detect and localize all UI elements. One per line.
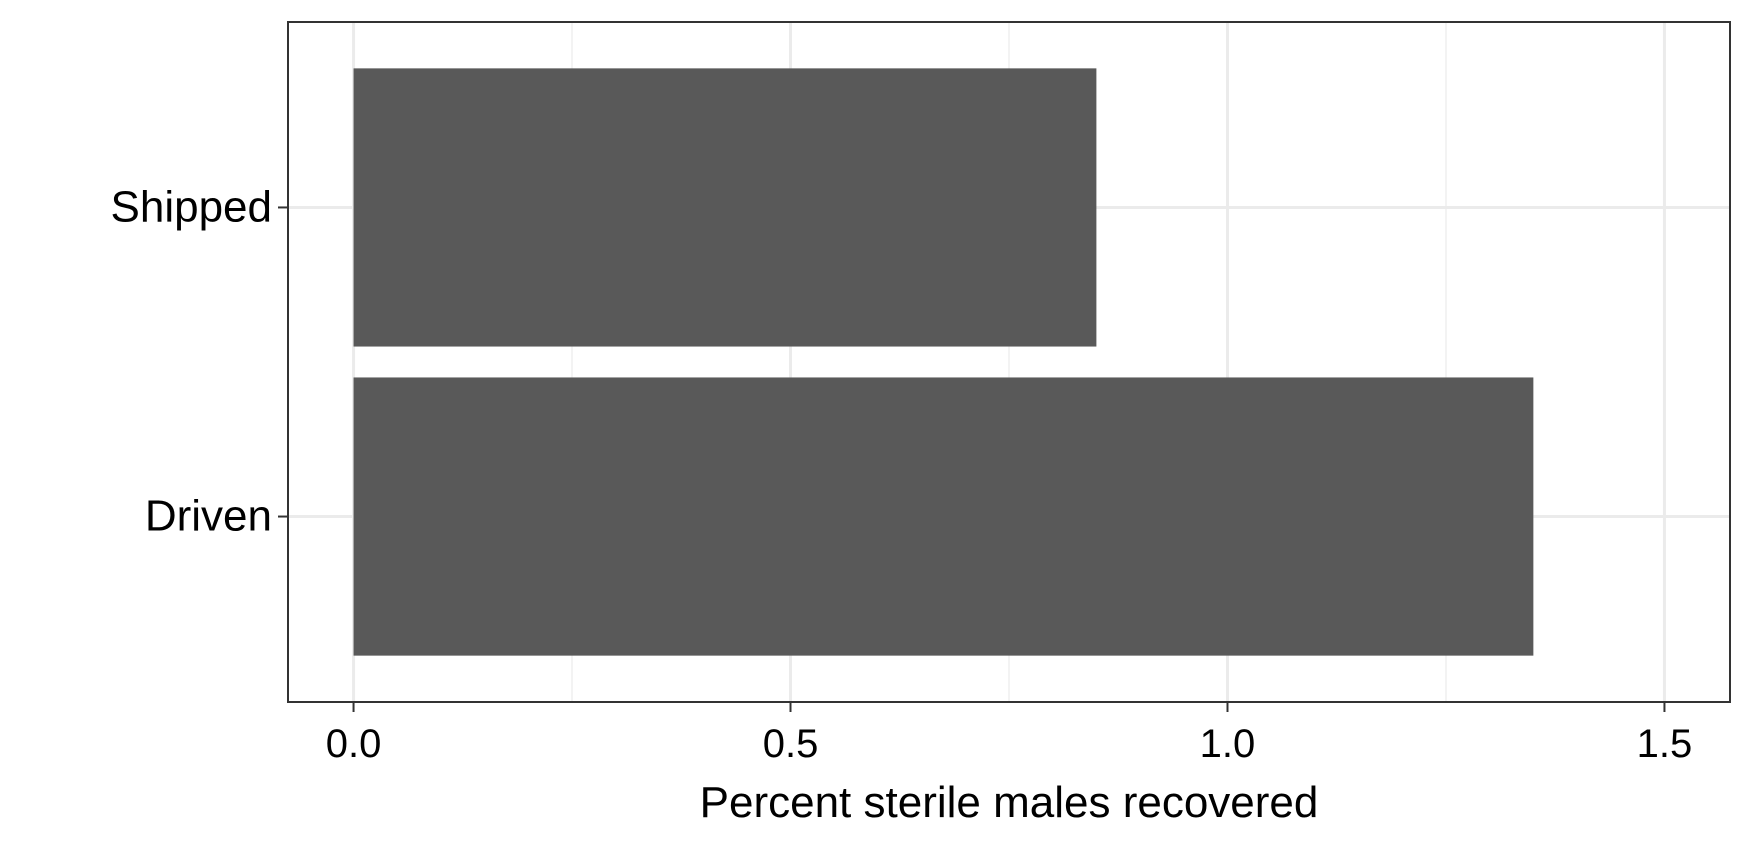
labels-layer: 0.0 0.5 1.0 1.5 Driven Shipped (111, 182, 1693, 766)
bar-shipped (353, 68, 1097, 347)
y-tick-label: Driven (145, 492, 272, 541)
panel-border (287, 21, 1731, 703)
bar-driven (353, 377, 1534, 656)
x-tick-label: 0.0 (326, 722, 382, 766)
x-tick-label: 0.5 (763, 722, 819, 766)
y-tick-label: Shipped (111, 182, 272, 231)
x-axis-title: Percent sterile males recovered (700, 778, 1319, 827)
x-tick-label: 1.5 (1637, 722, 1693, 766)
bars-layer (353, 68, 1534, 656)
ticks-layer (278, 206, 1666, 712)
x-tick-label: 1.0 (1200, 722, 1256, 766)
